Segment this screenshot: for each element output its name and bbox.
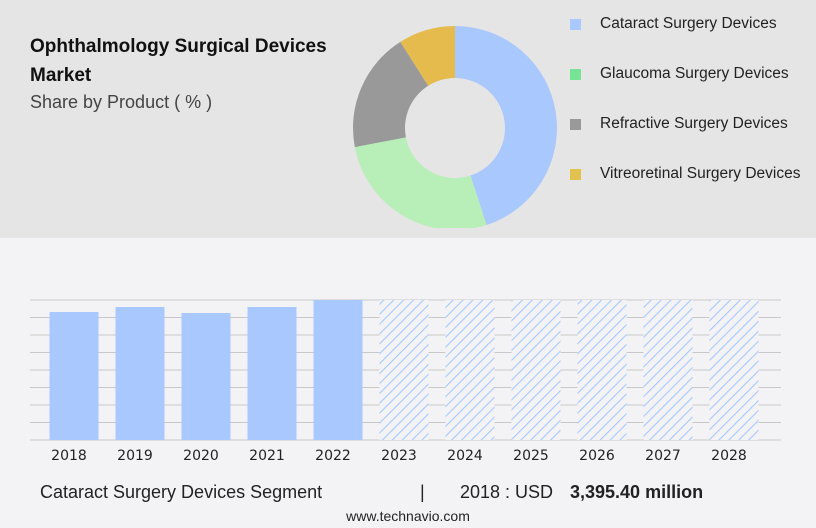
bar-2019 <box>115 307 165 440</box>
legend-label: Cataract Surgery Devices <box>600 15 777 32</box>
source-url: www.technavio.com <box>346 508 470 524</box>
bar-forecast-2027 <box>643 300 693 440</box>
legend: Cataract Surgery Devices Glaucoma Surger… <box>570 14 810 214</box>
x-tick-label: 2026 <box>579 448 615 464</box>
x-tick-label: 2020 <box>183 448 219 464</box>
bar-2020 <box>181 313 231 440</box>
legend-item-refractive: Refractive Surgery Devices <box>570 114 810 146</box>
legend-label: Refractive Surgery Devices <box>600 115 788 132</box>
donut-slice-2 <box>353 41 429 148</box>
x-tick-label: 2023 <box>381 448 417 464</box>
bar-forecast-2028 <box>709 300 759 440</box>
bar-2018 <box>49 312 99 440</box>
donut-slice-0 <box>455 26 557 226</box>
legend-item-cataract: Cataract Surgery Devices <box>570 14 810 46</box>
footer-separator: | <box>420 482 425 502</box>
x-tick-label: 2025 <box>513 448 549 464</box>
x-tick-label: 2019 <box>117 448 153 464</box>
x-tick-label: 2027 <box>645 448 681 464</box>
bar-forecast-2026 <box>577 300 627 440</box>
legend-swatch <box>570 69 581 80</box>
footer-value: 3,395.40 million <box>570 482 704 502</box>
legend-item-vitreoretinal: Vitreoretinal Surgery Devices <box>570 164 810 196</box>
donut-slice-1 <box>354 137 487 228</box>
x-tick-label: 2021 <box>249 448 285 464</box>
bar-2021 <box>247 307 297 440</box>
page-title: Ophthalmology Surgical Devices Market <box>30 36 327 86</box>
legend-swatch <box>570 169 581 180</box>
x-tick-label: 2022 <box>315 448 351 464</box>
legend-swatch <box>570 119 581 130</box>
legend-swatch <box>570 19 581 30</box>
footer-year: 2018 : USD <box>460 482 554 502</box>
legend-label: Vitreoretinal Surgery Devices <box>600 165 801 182</box>
donut-chart <box>353 26 557 228</box>
legend-label: Glaucoma Surgery Devices <box>600 65 789 82</box>
donut-slice-3 <box>400 26 455 86</box>
x-tick-label: 2028 <box>711 448 747 464</box>
footer-segment: Cataract Surgery Devices Segment <box>40 482 323 502</box>
legend-item-glaucoma: Glaucoma Surgery Devices <box>570 64 810 96</box>
x-tick-label: 2018 <box>51 448 87 464</box>
page-subtitle: Share by Product ( % ) <box>30 92 213 112</box>
bar-forecast-2025 <box>511 300 561 440</box>
x-tick-label: 2024 <box>447 448 483 464</box>
bar-forecast-2024 <box>445 300 495 440</box>
bar-forecast-2023 <box>379 300 429 440</box>
bar-2022 <box>313 300 363 440</box>
bar-chart: 2018 2019 2020 2021 2022 2023 2024 2025 2026 2027… <box>30 299 781 464</box>
